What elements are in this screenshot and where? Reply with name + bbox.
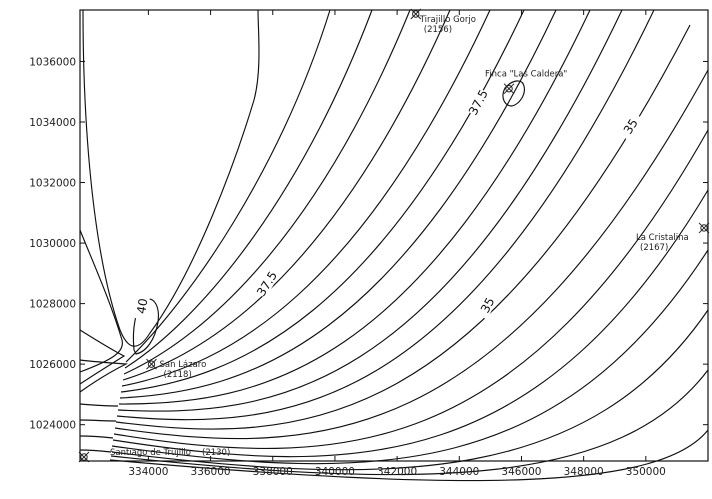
station-code: (2167)	[640, 243, 668, 253]
contour-line	[79, 435, 114, 439]
y-tick-label: 1030000	[29, 238, 76, 250]
contour-label-bg	[134, 292, 151, 320]
contour-line	[110, 369, 709, 476]
map-frame	[79, 9, 709, 462]
station-name: Tirajillo Gorjo	[419, 15, 476, 25]
y-tick-label: 1036000	[29, 56, 76, 68]
x-axis: 334000 336000 338000 340000 342000 344000 3460…	[128, 10, 666, 478]
station-marker	[503, 83, 515, 95]
contour-line	[125, 9, 331, 363]
contour-label-group: 37.5	[466, 87, 491, 117]
x-tick-label: 338000	[253, 466, 293, 478]
x-tick-label: 340000	[315, 466, 355, 478]
contour-label: 35	[621, 116, 641, 136]
station-name: Santiago de Trujillo	[110, 448, 191, 458]
y-tick-label: 1024000	[29, 420, 76, 432]
station-marker	[410, 8, 422, 20]
contour-label: 35	[478, 295, 498, 315]
y-tick-label: 1032000	[29, 178, 76, 190]
x-tick-label: 346000	[501, 466, 541, 478]
contour-line	[79, 329, 126, 385]
contour-label-bg	[255, 269, 280, 299]
contour-label-group: 35	[618, 112, 643, 141]
y-tick-label: 1026000	[29, 359, 76, 371]
contour-line	[123, 9, 411, 375]
x-tick-label: 342000	[377, 466, 417, 478]
station-marker	[146, 358, 157, 370]
contour-line	[122, 9, 451, 381]
contour-line	[111, 249, 709, 465]
contour-line	[113, 129, 709, 450]
contour-label: 37.5	[466, 87, 491, 117]
station-marker	[78, 451, 90, 463]
contour-label: 40	[134, 297, 150, 314]
contour-line	[109, 429, 709, 482]
contour-label-bg	[466, 88, 490, 117]
station-name: Finca "Las Caldera"	[485, 70, 567, 80]
contour-lines	[79, 9, 709, 482]
x-tick-label: 344000	[439, 466, 479, 478]
contour-label-group: 35	[476, 290, 500, 320]
station-name: San Lázaro	[160, 360, 207, 370]
x-tick-label: 348000	[564, 466, 604, 478]
contour-line	[79, 403, 119, 407]
station-code: (2118)	[164, 370, 192, 380]
contour-line	[79, 449, 112, 453]
contour-line	[116, 9, 655, 421]
station-marker	[698, 222, 710, 234]
station-name: La Cristalina	[636, 233, 689, 243]
contour-line	[120, 9, 525, 393]
contour-line	[79, 359, 129, 393]
stations: Tirajillo Gorjo(2156) Finca "Las Caldera"…	[78, 8, 710, 463]
contour-label-bg	[476, 290, 500, 320]
y-tick-label: 1028000	[29, 299, 76, 311]
contour-label-bg	[618, 112, 643, 141]
contour-line	[114, 69, 709, 440]
contour-line	[124, 9, 373, 369]
y-axis: 1024000 1026000 1028000 1030000 1032000 10340…	[29, 56, 708, 432]
contour-line	[121, 9, 491, 387]
contour-line	[112, 189, 709, 458]
contour-line	[111, 309, 709, 471]
contour-line	[117, 9, 623, 412]
contour-line	[132, 298, 159, 355]
x-tick-label: 334000	[128, 466, 168, 478]
contour-line	[79, 419, 117, 422]
x-tick-label: 336000	[191, 466, 231, 478]
x-tick-label: 350000	[626, 466, 666, 478]
contour-line	[119, 9, 557, 399]
contour-line	[118, 9, 591, 405]
station-code: (2130)	[202, 448, 230, 458]
contour-line	[79, 229, 123, 373]
contour-line	[502, 80, 525, 107]
station-code: (2156)	[424, 25, 452, 35]
contour-label-group: 40	[134, 292, 151, 320]
contour-line	[82, 9, 260, 347]
contour-line	[115, 24, 691, 430]
y-tick-label: 1034000	[29, 117, 76, 129]
